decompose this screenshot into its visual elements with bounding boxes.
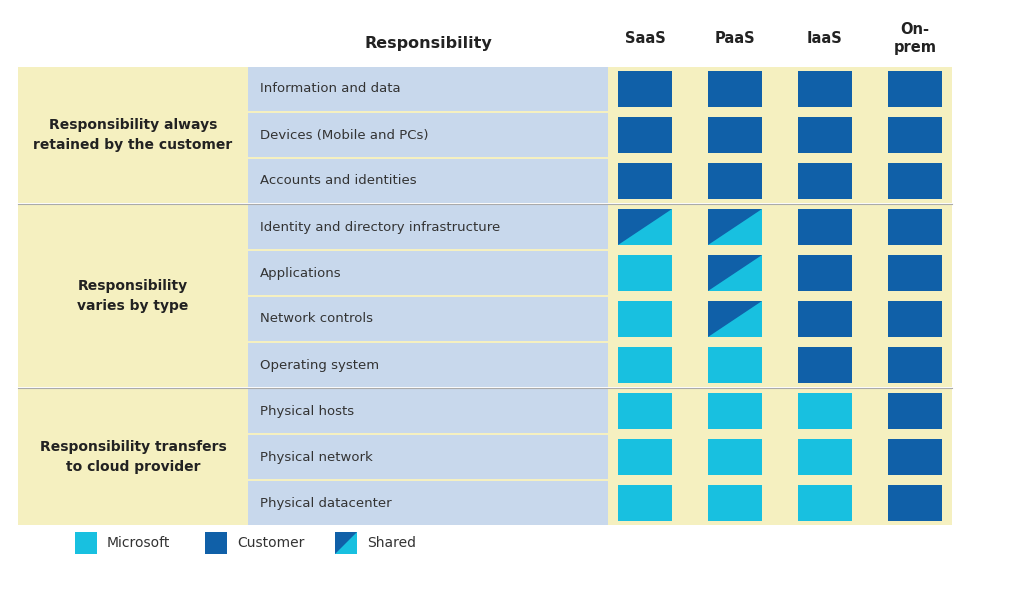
Text: Responsibility transfers
to cloud provider: Responsibility transfers to cloud provid…: [40, 440, 226, 474]
Bar: [708, 439, 762, 475]
Polygon shape: [708, 301, 762, 337]
Bar: [248, 159, 608, 203]
Bar: [618, 209, 672, 245]
Bar: [798, 485, 852, 521]
Bar: [18, 389, 952, 525]
Text: Customer: Customer: [237, 536, 304, 550]
Text: Responsibility always
retained by the customer: Responsibility always retained by the cu…: [34, 118, 232, 152]
Bar: [888, 347, 942, 383]
Bar: [708, 71, 762, 107]
Bar: [708, 117, 762, 153]
Bar: [618, 347, 672, 383]
Text: IaaS: IaaS: [807, 31, 843, 46]
Bar: [708, 347, 762, 383]
Bar: [248, 113, 608, 157]
Bar: [335, 532, 357, 554]
Bar: [888, 255, 942, 291]
Bar: [708, 163, 762, 199]
Bar: [888, 439, 942, 475]
Bar: [618, 163, 672, 199]
Text: Information and data: Information and data: [260, 83, 400, 96]
Bar: [888, 71, 942, 107]
Text: Physical hosts: Physical hosts: [260, 405, 354, 418]
Bar: [798, 393, 852, 429]
Bar: [248, 389, 608, 433]
Bar: [18, 205, 952, 387]
Text: SaaS: SaaS: [625, 31, 666, 46]
Polygon shape: [708, 255, 762, 291]
Bar: [888, 117, 942, 153]
Text: Applications: Applications: [260, 267, 342, 280]
Text: Network controls: Network controls: [260, 312, 373, 325]
Bar: [248, 251, 608, 295]
Bar: [618, 71, 672, 107]
Text: Responsibility: Responsibility: [365, 36, 492, 51]
Bar: [708, 255, 762, 291]
Bar: [888, 163, 942, 199]
Bar: [618, 117, 672, 153]
Bar: [798, 301, 852, 337]
Bar: [618, 301, 672, 337]
Bar: [708, 209, 762, 245]
Bar: [618, 485, 672, 521]
Bar: [618, 393, 672, 429]
Text: Physical network: Physical network: [260, 450, 373, 464]
Bar: [798, 117, 852, 153]
Bar: [888, 301, 942, 337]
Text: Physical datacenter: Physical datacenter: [260, 496, 391, 509]
Bar: [618, 439, 672, 475]
Text: Operating system: Operating system: [260, 359, 379, 371]
Bar: [248, 435, 608, 479]
Bar: [798, 439, 852, 475]
Bar: [798, 209, 852, 245]
Bar: [708, 485, 762, 521]
Bar: [75, 532, 97, 554]
Text: Microsoft: Microsoft: [106, 536, 170, 550]
Bar: [888, 393, 942, 429]
Bar: [18, 67, 952, 203]
Polygon shape: [618, 209, 672, 245]
Bar: [618, 255, 672, 291]
Bar: [248, 205, 608, 249]
Text: Devices (Mobile and PCs): Devices (Mobile and PCs): [260, 129, 428, 142]
Bar: [798, 71, 852, 107]
Bar: [248, 67, 608, 111]
Bar: [798, 347, 852, 383]
Bar: [798, 163, 852, 199]
Text: Accounts and identities: Accounts and identities: [260, 174, 417, 187]
Bar: [708, 301, 762, 337]
Bar: [708, 393, 762, 429]
Text: Identity and directory infrastructure: Identity and directory infrastructure: [260, 221, 501, 233]
Bar: [888, 485, 942, 521]
Text: Shared: Shared: [367, 536, 416, 550]
Text: On-
prem: On- prem: [894, 22, 937, 55]
Text: Responsibility
varies by type: Responsibility varies by type: [78, 279, 188, 313]
Text: PaaS: PaaS: [715, 31, 756, 46]
Bar: [798, 255, 852, 291]
Bar: [248, 343, 608, 387]
Bar: [248, 297, 608, 341]
Polygon shape: [708, 209, 762, 245]
Bar: [888, 209, 942, 245]
Polygon shape: [335, 532, 357, 554]
Bar: [248, 481, 608, 525]
Bar: [205, 532, 227, 554]
